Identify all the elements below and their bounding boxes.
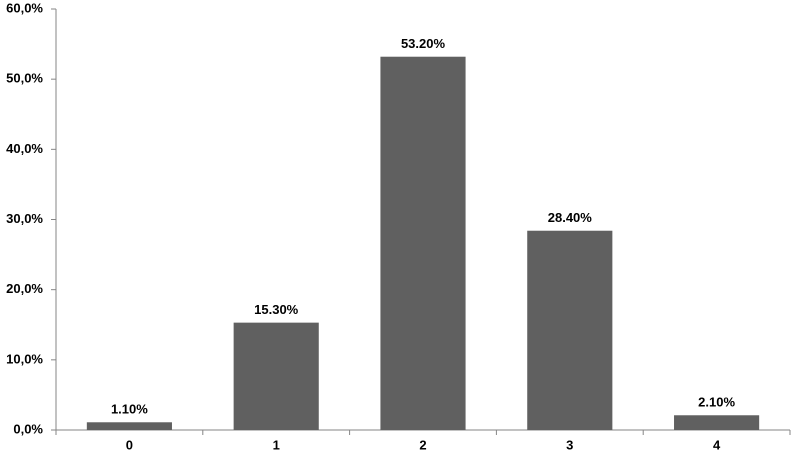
x-tick-label: 3 <box>566 437 573 452</box>
y-tick-label: 10,0% <box>6 351 43 366</box>
data-label: 28.40% <box>548 210 593 225</box>
bar <box>527 230 613 430</box>
bar <box>674 415 760 430</box>
y-tick-label: 20,0% <box>6 281 43 296</box>
x-tick-label: 0 <box>126 437 133 452</box>
data-label: 53.20% <box>401 36 446 51</box>
y-tick-label: 60,0% <box>6 0 43 15</box>
data-label: 15.30% <box>254 302 299 317</box>
data-label: 1.10% <box>111 402 148 417</box>
y-tick-label: 40,0% <box>6 141 43 156</box>
data-label: 2.10% <box>698 395 735 410</box>
y-tick-label: 50,0% <box>6 71 43 86</box>
y-tick-label: 30,0% <box>6 211 43 226</box>
y-tick-label: 0,0% <box>13 421 43 436</box>
x-tick-label: 1 <box>273 437 280 452</box>
bar <box>233 322 319 430</box>
x-tick-label: 2 <box>419 437 426 452</box>
bar <box>380 56 466 431</box>
x-tick-label: 4 <box>713 437 721 452</box>
bar <box>86 422 172 430</box>
